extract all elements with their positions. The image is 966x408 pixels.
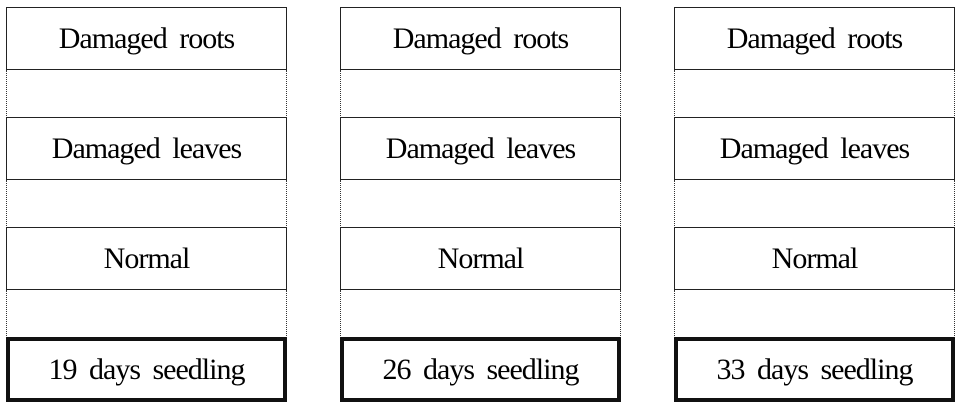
stage-box: Damaged roots bbox=[674, 7, 955, 70]
seedling-column: Damaged roots Damaged leaves Normal 33 days… bbox=[674, 7, 955, 402]
stage-box: Normal bbox=[674, 227, 955, 290]
seedling-age-box: 26 days seedling bbox=[340, 337, 621, 402]
seedling-column: Damaged roots Damaged leaves Normal 19 days… bbox=[6, 7, 287, 402]
dotted-connector bbox=[340, 180, 621, 228]
seedling-age-box: 33 days seedling bbox=[674, 337, 955, 402]
stage-box: Damaged leaves bbox=[674, 117, 955, 180]
seedling-age-box: 19 days seedling bbox=[6, 337, 287, 402]
stage-box: Normal bbox=[340, 227, 621, 290]
stage-box: Normal bbox=[6, 227, 287, 290]
dotted-connector bbox=[6, 70, 287, 118]
dotted-connector bbox=[340, 290, 621, 338]
dotted-connector bbox=[674, 70, 955, 118]
seedling-column: Damaged roots Damaged leaves Normal 26 days… bbox=[340, 7, 621, 402]
dotted-connector bbox=[6, 180, 287, 228]
stage-box: Damaged roots bbox=[6, 7, 287, 70]
stage-box: Damaged leaves bbox=[340, 117, 621, 180]
stage-box: Damaged leaves bbox=[6, 117, 287, 180]
stage-box: Damaged roots bbox=[340, 7, 621, 70]
dotted-connector bbox=[674, 290, 955, 338]
dotted-connector bbox=[6, 290, 287, 338]
dotted-connector bbox=[340, 70, 621, 118]
dotted-connector bbox=[674, 180, 955, 228]
